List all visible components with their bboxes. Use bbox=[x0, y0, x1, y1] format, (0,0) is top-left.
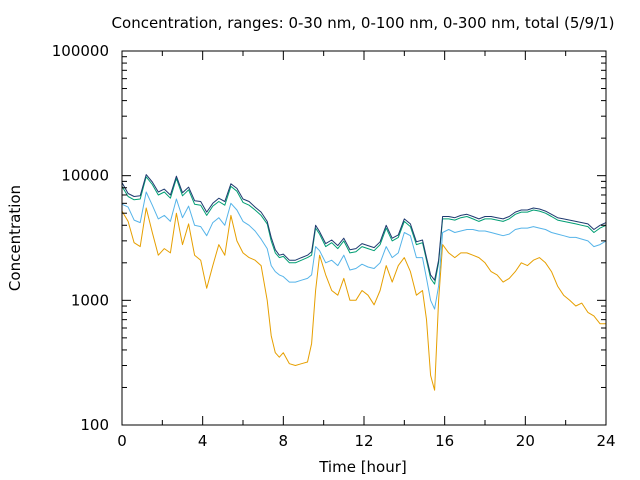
x-tick-label: 12 bbox=[354, 432, 373, 450]
x-tick-label: 8 bbox=[279, 432, 289, 450]
chart-title: Concentration, ranges: 0-30 nm, 0-100 nm… bbox=[112, 14, 615, 32]
x-tick-label: 20 bbox=[516, 432, 535, 450]
plot-frame bbox=[121, 50, 607, 426]
y-tick-label: 100 bbox=[80, 416, 109, 434]
y-tick-label: 100000 bbox=[52, 42, 109, 60]
x-tick-label: 24 bbox=[596, 432, 615, 450]
x-axis-label: Time [hour] bbox=[318, 458, 407, 476]
x-tick-label: 0 bbox=[117, 432, 127, 450]
y-axis-label: Concentration bbox=[6, 185, 24, 291]
series-layer bbox=[121, 174, 607, 391]
series-line-4 bbox=[121, 174, 607, 281]
y-tick-label: 1000 bbox=[71, 291, 109, 309]
series-line-1 bbox=[121, 207, 606, 391]
x-tick-label: 16 bbox=[435, 432, 454, 450]
y-tick-label: 10000 bbox=[61, 167, 109, 185]
series-line-2 bbox=[121, 191, 607, 310]
tick-layer: 0 4 8 12 16 20 24 100 1000 10000 100000 bbox=[52, 42, 616, 450]
series-line-3 bbox=[121, 176, 607, 285]
x-tick-label: 4 bbox=[198, 432, 208, 450]
